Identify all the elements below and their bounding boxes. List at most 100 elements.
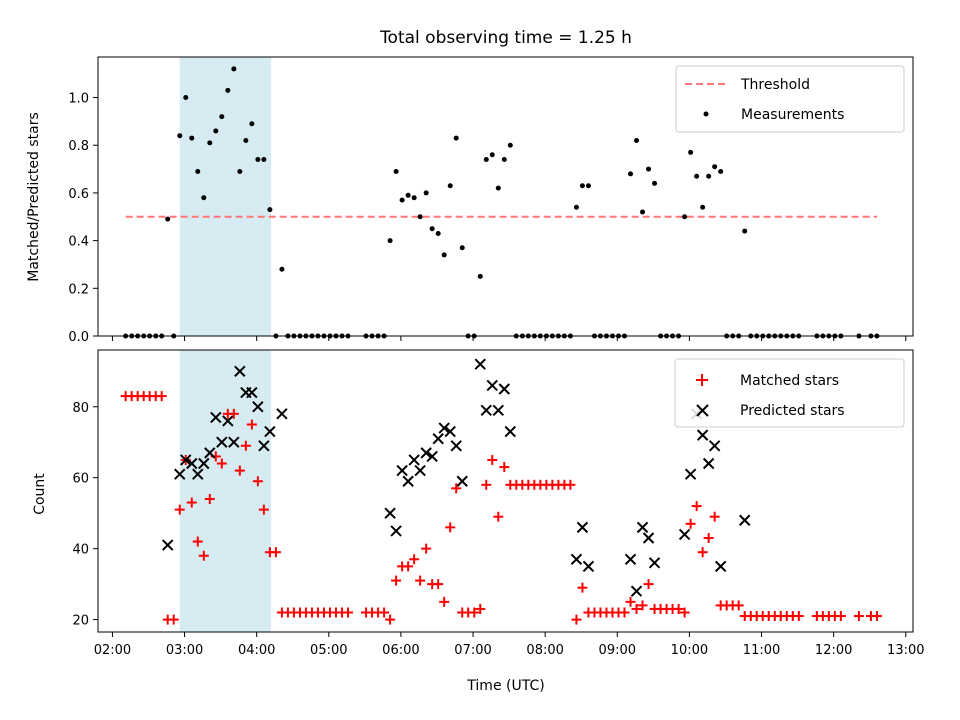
- measurement-point: [243, 137, 249, 143]
- measurement-point: [688, 149, 694, 155]
- predicted-star-point: [216, 436, 228, 448]
- matched-star-point: [204, 493, 215, 504]
- matched-star-point: [403, 561, 414, 572]
- measurement-point: [742, 228, 748, 234]
- matched-star-point: [343, 607, 354, 618]
- predicted-star-point: [684, 468, 697, 480]
- x-tick-label: 03:00: [166, 643, 203, 658]
- predicted-star-point: [192, 468, 204, 480]
- matched-star-point: [487, 454, 498, 465]
- measurement-point: [405, 192, 411, 198]
- measurement-point: [634, 137, 640, 143]
- y-tick-label: 60: [72, 472, 89, 487]
- measurement-point: [628, 171, 634, 177]
- measurement-point: [255, 157, 261, 163]
- matched-star-point: [433, 579, 444, 590]
- matched-star-point: [258, 504, 269, 515]
- predicted-star-point: [648, 557, 661, 569]
- measurement-point: [652, 180, 658, 186]
- matched-star-point: [409, 554, 420, 565]
- measurement-point: [459, 245, 465, 251]
- matched-star-point: [793, 611, 804, 622]
- predicted-star-point: [438, 422, 450, 434]
- measurement-point: [417, 214, 423, 220]
- predicted-star-point: [492, 404, 504, 417]
- measurement-point: [189, 135, 195, 141]
- matched-star-point: [379, 607, 390, 618]
- matched-star-point: [691, 501, 702, 512]
- measurement-point: [177, 133, 183, 139]
- matched-star-point: [733, 600, 744, 611]
- predicted-star-point: [480, 404, 492, 417]
- top-legend: Threshold Measurements: [675, 65, 905, 133]
- matched-star-point: [216, 458, 227, 469]
- predicted-star-point: [708, 440, 721, 452]
- x-tick-label: 02:00: [94, 643, 131, 658]
- matched-star-point: [703, 533, 714, 543]
- matched-star-point: [481, 479, 492, 490]
- measurement-point: [483, 157, 489, 163]
- predicted-star-point: [624, 553, 637, 565]
- measurement-point: [718, 168, 724, 174]
- predicted-star-point: [414, 464, 426, 477]
- measurement-point: [279, 266, 285, 272]
- matched-star-point: [679, 607, 690, 618]
- predicted-star-point: [276, 408, 288, 420]
- predicted-star-point: [198, 457, 210, 470]
- matched-star-point: [270, 547, 281, 558]
- x-tick-label: 08:00: [526, 643, 563, 658]
- matched-star-point: [853, 611, 864, 622]
- predicted-star-point: [258, 440, 270, 452]
- measurement-point: [700, 204, 706, 210]
- predicted-star-point: [456, 475, 468, 487]
- matched-star-point: [469, 607, 480, 618]
- predicted-star-point: [432, 432, 444, 445]
- x-tick-label: 06:00: [382, 643, 419, 658]
- y-tick-label: 0.6: [68, 187, 89, 202]
- predicted-star-point: [234, 365, 246, 377]
- predicted-star-point: [246, 386, 258, 399]
- measurement-point: [435, 230, 441, 236]
- x-axis-label: Time (UTC): [466, 678, 544, 694]
- predicted-star-point: [210, 411, 222, 424]
- matched-star-point: [421, 543, 432, 554]
- bottom-plot-frame: [97, 349, 914, 633]
- matched-star-point: [445, 522, 456, 533]
- matched-star-point: [198, 550, 209, 561]
- bottom-y-axis-label: Count: [32, 473, 48, 515]
- measurement-point: [489, 152, 495, 158]
- measurement-point: [411, 195, 417, 201]
- predicted-star-point: [450, 440, 462, 452]
- top-legend-box: [675, 65, 905, 133]
- bottom-y-ticks: 20 40 60 80: [72, 401, 98, 629]
- measurement-point: [453, 135, 459, 141]
- matched-star-point: [192, 536, 203, 547]
- matched-star-point: [685, 518, 696, 529]
- x-tick-label: 04:00: [238, 643, 275, 658]
- y-tick-label: 0.8: [68, 139, 89, 154]
- measurement-point: [249, 121, 255, 127]
- matched-star-point: [871, 611, 882, 622]
- x-tick-label: 07:00: [454, 643, 491, 658]
- predicted-star-point: [402, 475, 414, 487]
- matched-star-point: [565, 479, 576, 490]
- chart-title: Total observing time = 1.25 h: [379, 28, 632, 48]
- legend-matched-swatch: [696, 374, 708, 386]
- matched-star-point: [619, 607, 630, 618]
- measurement-point: [682, 214, 688, 220]
- predicted-star-point: [630, 585, 643, 597]
- measurement-point: [267, 207, 273, 213]
- matched-star-point: [252, 476, 263, 487]
- matched-star-point: [246, 419, 257, 430]
- predicted-star-point: [390, 525, 402, 537]
- predicted-star-point: [444, 425, 456, 438]
- predicted-star-point: [174, 468, 186, 480]
- matched-star-point: [415, 575, 426, 586]
- predicted-star-point: [426, 450, 438, 463]
- measurement-point: [694, 173, 700, 179]
- predicted-star-point: [636, 521, 649, 534]
- y-tick-label: 0.2: [68, 282, 89, 297]
- measurement-point: [237, 168, 243, 174]
- predicted-star-point: [696, 429, 709, 441]
- predicted-star-point: [408, 454, 420, 466]
